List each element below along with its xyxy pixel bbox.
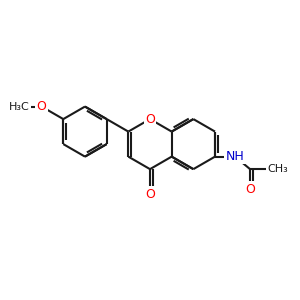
Text: CH₃: CH₃ bbox=[267, 164, 288, 174]
Text: H₃C: H₃C bbox=[9, 102, 30, 112]
Text: O: O bbox=[145, 188, 155, 201]
Text: NH: NH bbox=[226, 150, 244, 163]
Text: O: O bbox=[245, 183, 255, 196]
Text: O: O bbox=[145, 112, 155, 126]
Text: O: O bbox=[37, 100, 46, 113]
